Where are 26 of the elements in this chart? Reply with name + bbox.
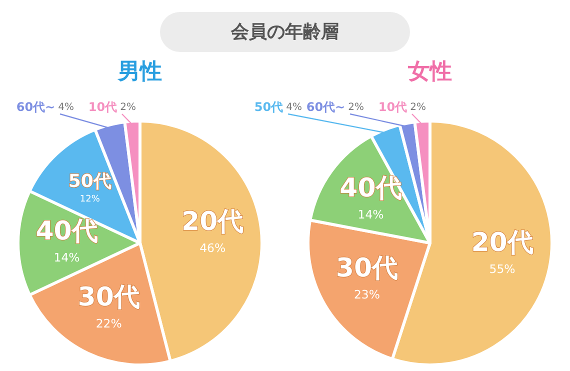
- chart-title: 女性: [407, 60, 452, 84]
- data-label: 22%: [96, 316, 122, 331]
- data-label: 2%: [120, 102, 136, 112]
- slice-label: 20代: [471, 228, 534, 258]
- data-label: 14%: [54, 250, 80, 264]
- slice-label: 60代~: [306, 100, 346, 114]
- chart-title: 男性: [117, 60, 162, 84]
- slice-label: 60代~: [16, 100, 56, 114]
- slice-label: 50代: [254, 100, 284, 114]
- data-label: 2%: [348, 102, 364, 112]
- data-label: 2%: [410, 102, 426, 112]
- slice-label: 30代: [78, 282, 140, 313]
- data-label: 4%: [286, 102, 302, 112]
- slice-label: 30代: [336, 254, 398, 284]
- data-label: 23%: [354, 288, 380, 302]
- data-label: 46%: [200, 241, 226, 256]
- text: 会員の年齢層: [230, 22, 339, 42]
- slice-label: 20代: [182, 207, 244, 238]
- slice-label: 50代: [68, 171, 112, 192]
- data-label: 14%: [358, 207, 384, 222]
- data-label: 12%: [80, 194, 100, 205]
- slice-label: 10代: [88, 100, 118, 114]
- slice-label: 10代: [378, 100, 408, 114]
- slice-label: 40代: [36, 216, 98, 246]
- data-label: 55%: [489, 262, 516, 276]
- data-label: 4%: [58, 102, 74, 112]
